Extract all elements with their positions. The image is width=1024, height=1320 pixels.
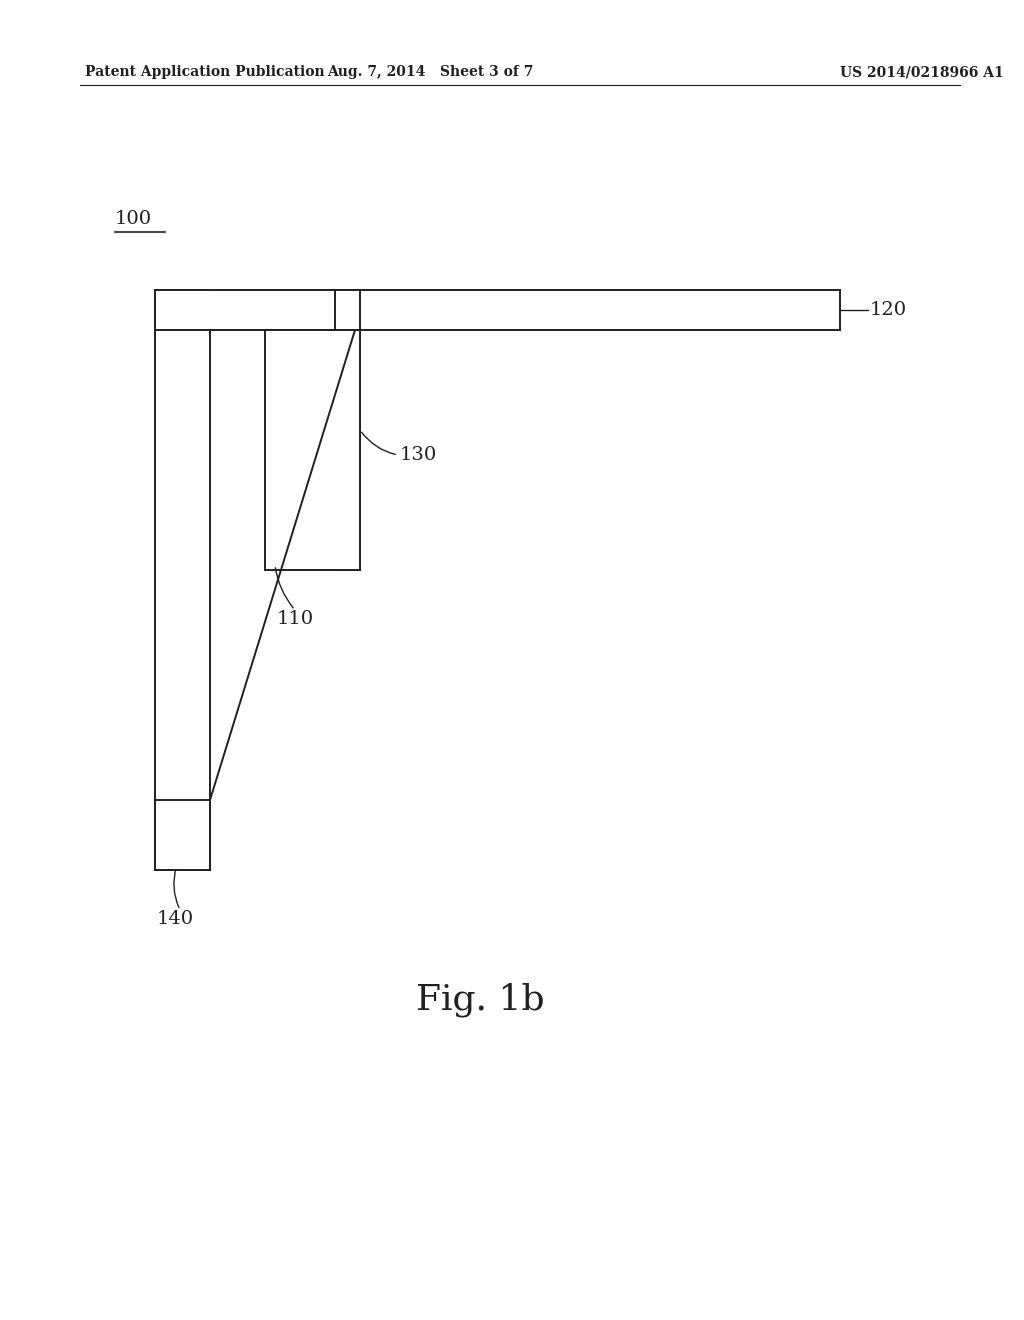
Bar (155, 290, 210, 870)
Text: US 2014/0218966 A1: US 2014/0218966 A1 (840, 65, 1004, 79)
Text: 130: 130 (400, 446, 437, 465)
Text: 100: 100 (115, 210, 153, 228)
Text: 110: 110 (276, 610, 313, 628)
Text: Fig. 1b: Fig. 1b (416, 983, 545, 1018)
Text: Patent Application Publication: Patent Application Publication (85, 65, 325, 79)
Bar (265, 330, 360, 570)
Bar (335, 290, 360, 570)
Text: 120: 120 (870, 301, 907, 319)
Bar (155, 800, 210, 870)
Text: Aug. 7, 2014   Sheet 3 of 7: Aug. 7, 2014 Sheet 3 of 7 (327, 65, 534, 79)
Bar (155, 290, 840, 330)
Text: 140: 140 (157, 909, 194, 928)
